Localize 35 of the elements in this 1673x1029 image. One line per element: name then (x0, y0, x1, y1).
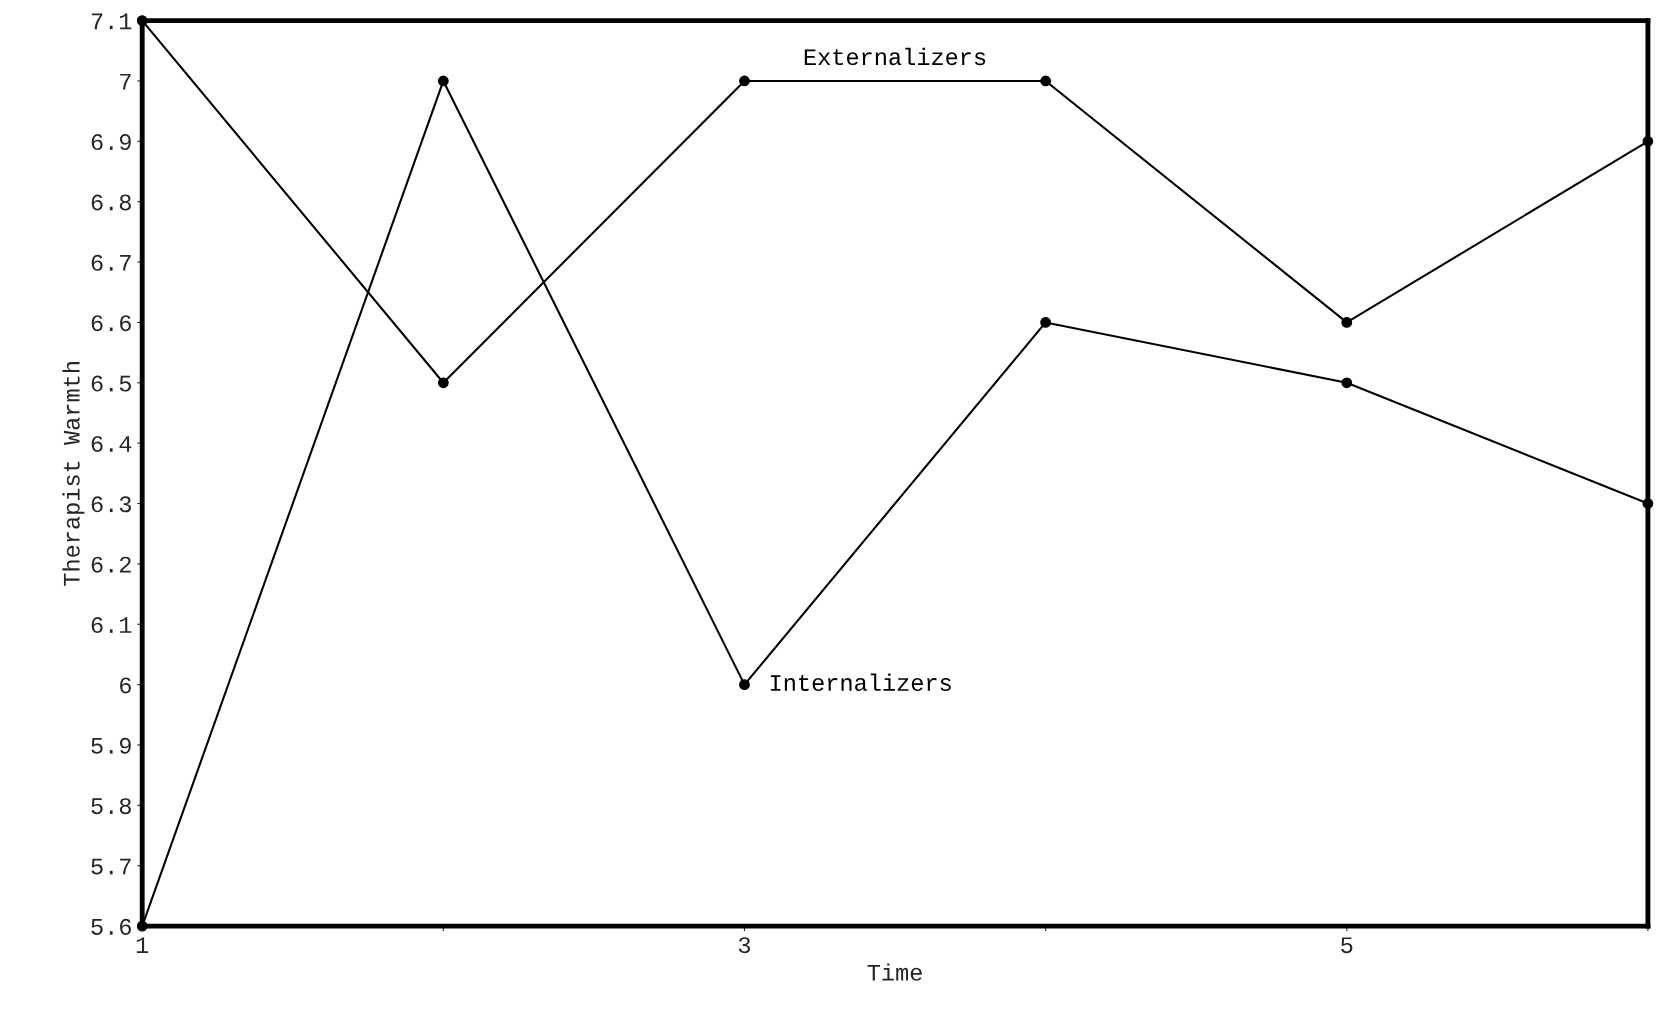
point (1341, 377, 1353, 389)
y-tick-label: 6.3 (91, 496, 131, 513)
series-label: Externalizers (804, 47, 986, 66)
x-axis-title: Time (867, 963, 922, 981)
y-tick-label: 6.7 (91, 254, 131, 271)
y-tick-label: 6.4 (91, 435, 132, 452)
point (437, 377, 449, 389)
point (739, 679, 750, 691)
x-tick-label: 5 (1341, 937, 1353, 954)
y-tick-label: 5.6 (91, 918, 131, 935)
y-tick-label: 5.9 (91, 737, 131, 754)
y-tick-label: 5.8 (91, 798, 131, 815)
point (1642, 498, 1654, 509)
y-tick-label: 6.1 (91, 617, 132, 634)
y-tick-label: 6.2 (91, 556, 131, 573)
y-axis-title: Therapist Warmth (62, 362, 85, 586)
point (1040, 317, 1052, 328)
point (437, 75, 449, 87)
series-label: Internalizers (770, 673, 951, 691)
x-tick-label: 1 (136, 937, 149, 953)
point (739, 75, 750, 87)
y-tick-label: 6.8 (91, 194, 131, 211)
point (136, 15, 148, 26)
y-tick-label: 6.5 (91, 375, 131, 392)
y-tick-label: 6.6 (91, 315, 131, 332)
y-tick-label: 7.1 (91, 13, 132, 30)
y-tick-label: 6 (120, 677, 131, 694)
x-tick-label: 3 (738, 937, 751, 954)
point (1642, 135, 1654, 147)
point (136, 920, 148, 932)
y-tick-label: 5.7 (91, 858, 131, 875)
point (1040, 75, 1052, 87)
y-tick-label: 6.9 (91, 134, 131, 151)
y-tick-label: 7 (120, 73, 131, 90)
point (1341, 317, 1353, 328)
